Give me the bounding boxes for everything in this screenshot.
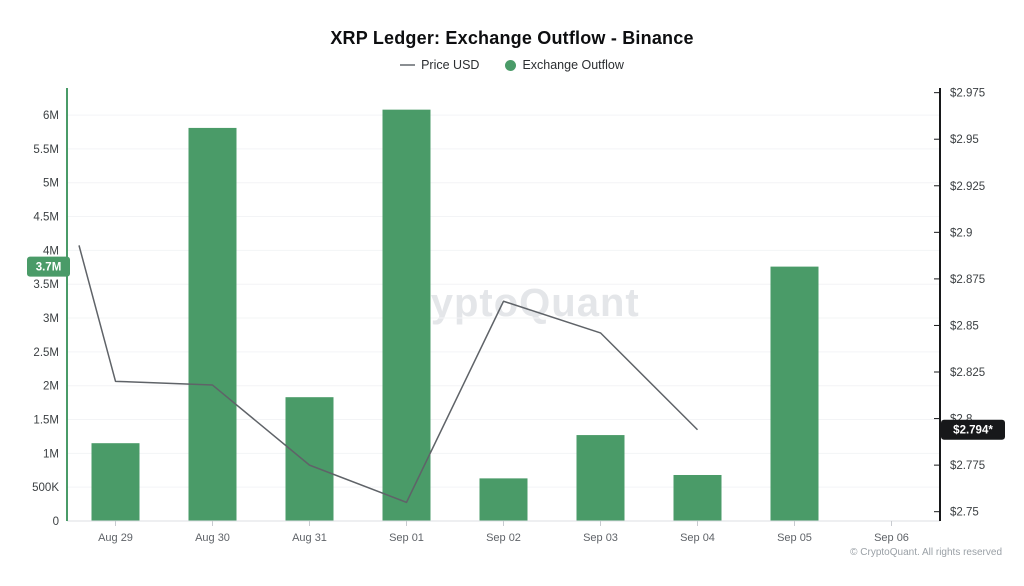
x-tick-label: Sep 02 bbox=[486, 532, 521, 544]
left-axis-tick-label: 5M bbox=[43, 178, 59, 190]
bar-aug-31[interactable] bbox=[285, 397, 334, 521]
bar-sep-04[interactable] bbox=[673, 474, 722, 521]
legend: Price USD Exchange Outflow bbox=[0, 58, 1024, 72]
left-axis-tick-label: 2M bbox=[43, 381, 59, 393]
chart-title: XRP Ledger: Exchange Outflow - Binance bbox=[330, 28, 694, 48]
bar-sep-03[interactable] bbox=[576, 435, 625, 521]
right-axis-tick-label: $2.925 bbox=[950, 181, 985, 193]
left-axis-tick-label: 6M bbox=[43, 110, 59, 122]
copyright-text: © CryptoQuant. All rights reserved bbox=[850, 547, 1002, 558]
left-axis-tick-label: 1M bbox=[43, 448, 59, 460]
current-outflow-badge bbox=[27, 256, 70, 277]
current-price-badge bbox=[941, 419, 1005, 440]
chart-header: XRP Ledger: Exchange Outflow - Binance P… bbox=[0, 0, 1024, 72]
left-axis-tick-label: 1.5M bbox=[33, 415, 59, 427]
price-line bbox=[78, 245, 699, 504]
line-series-icon bbox=[400, 64, 416, 66]
x-tick-label: Sep 04 bbox=[680, 532, 715, 544]
left-axis-tick-label: 500K bbox=[32, 482, 59, 494]
dot-series-icon bbox=[505, 59, 517, 71]
current-price-badge-text: $2.794* bbox=[953, 425, 993, 437]
right-axis-tick-label: $2.775 bbox=[950, 460, 985, 472]
x-tick-label: Aug 30 bbox=[195, 532, 230, 544]
bar-aug-30[interactable] bbox=[188, 127, 237, 522]
x-tick-label: Aug 31 bbox=[292, 532, 327, 544]
legend-item-exchange-outflow[interactable]: Exchange Outflow bbox=[505, 58, 624, 72]
left-axis-tick-label: 3M bbox=[43, 313, 59, 325]
bar-sep-05[interactable] bbox=[770, 266, 819, 521]
right-axis-tick-label: $2.85 bbox=[950, 320, 979, 332]
right-axis-tick-label: $2.975 bbox=[950, 88, 985, 100]
x-tick-label: Sep 01 bbox=[389, 532, 424, 544]
left-axis-tick-label: 4.5M bbox=[33, 212, 59, 224]
bar-sep-02[interactable] bbox=[479, 478, 528, 521]
bar-sep-01[interactable] bbox=[382, 109, 431, 522]
x-tick-label: Sep 05 bbox=[777, 532, 812, 544]
chart-plot-area: Aug 29 Aug 30 Aug 31 Sep 01 Sep 02 Sep 03 Sep … bbox=[27, 88, 1005, 544]
left-axis-tick-label: 0 bbox=[53, 516, 59, 528]
right-axis-tick-label: $2.95 bbox=[950, 134, 979, 146]
right-axis-tick-label: $2.825 bbox=[950, 367, 985, 379]
left-axis-tick-label: 3.5M bbox=[33, 279, 59, 291]
left-axis-tick-label: 4M bbox=[43, 245, 59, 257]
legend-label-exchange-outflow: Exchange Outflow bbox=[522, 58, 624, 72]
x-tick-label: Sep 06 bbox=[874, 532, 909, 544]
legend-item-price-usd[interactable]: Price USD bbox=[400, 58, 479, 72]
legend-label-price-usd: Price USD bbox=[421, 58, 480, 72]
x-tick-label: Aug 29 bbox=[98, 532, 133, 544]
x-tick-label: Sep 03 bbox=[583, 532, 618, 544]
right-axis-tick-label: $2.875 bbox=[950, 274, 985, 286]
right-axis-tick-label: $2.75 bbox=[950, 507, 979, 519]
right-axis-tick-label: $2.9 bbox=[950, 227, 972, 239]
bar-aug-29[interactable] bbox=[91, 443, 140, 521]
current-outflow-badge-text: 3.7M bbox=[36, 262, 62, 274]
left-axis-tick-label: 2.5M bbox=[33, 347, 59, 359]
left-axis-tick-label: 5.5M bbox=[33, 144, 59, 156]
